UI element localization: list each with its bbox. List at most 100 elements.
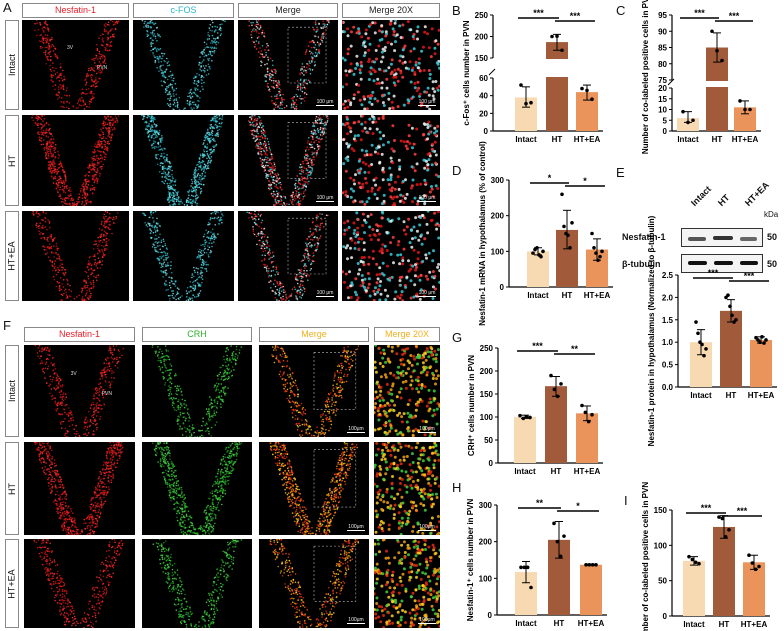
data-point (720, 516, 725, 521)
y-tick-label: 250 (475, 11, 489, 20)
x-tick-label: HT (551, 467, 562, 476)
significance-label: *** (737, 506, 748, 516)
x-tick-label: Intact (677, 135, 699, 144)
bar-Intact (683, 560, 705, 616)
column-header: Merge (238, 3, 338, 18)
micrograph: 100μm (259, 345, 369, 437)
chart-H: 0 100 200 300 Nesfatin-1⁺ cells number in PV… (466, 498, 607, 628)
x-tick-label: HT (726, 391, 737, 400)
scale-bar: 100 μm (418, 195, 436, 203)
bar-HT+EA (576, 413, 598, 463)
data-point (747, 553, 751, 558)
row-label: Intact (5, 345, 19, 437)
y-tick-label: 95 (658, 11, 667, 20)
data-point (566, 233, 570, 238)
data-point (592, 245, 596, 250)
data-point (756, 338, 760, 342)
x-tick-label: HT+EA (574, 135, 601, 144)
blot-label-nesfatin: Nesfatin-1 (622, 232, 666, 242)
y-tick-label: 20 (658, 84, 667, 93)
scale-bar: 100μm (347, 524, 365, 532)
scale-bar-label: 100 μm (418, 195, 436, 201)
row-label-text: HT+EA (7, 241, 18, 271)
data-point (586, 419, 591, 424)
chart-I: 0 50 100 150 Number of co-labeled positive c… (641, 482, 770, 631)
row-label: HT+EA (5, 539, 19, 628)
data-point (732, 320, 736, 324)
data-point (590, 562, 595, 567)
y-tick-label: 0 (488, 611, 493, 620)
lane-label: Intact (688, 183, 713, 208)
data-point (528, 415, 532, 420)
data-point (743, 107, 747, 112)
bar-Intact (690, 342, 712, 387)
data-point (710, 29, 714, 34)
y-tick-label: 150 (654, 506, 668, 515)
bar-HT+EA (576, 92, 598, 131)
scale-bar: 100 μm (316, 195, 334, 203)
micrograph: 3V PVN (24, 345, 135, 437)
data-point (687, 554, 691, 559)
significance-label: *** (533, 8, 544, 18)
data-point (590, 97, 594, 101)
data-point (584, 562, 588, 567)
row-label-text: Intact (7, 53, 18, 77)
data-point (555, 34, 559, 38)
data-point (559, 382, 563, 386)
data-point (562, 534, 566, 538)
y-tick-label: 0 (489, 459, 494, 468)
bar-HT+EA (586, 249, 608, 287)
data-point (587, 562, 592, 567)
data-point (724, 295, 728, 300)
data-point (555, 394, 560, 399)
y-tick-label: 90 (658, 27, 667, 36)
data-point (726, 293, 730, 297)
blot-label-tubulin: β-tubulin (622, 259, 661, 269)
micrograph (22, 115, 129, 206)
data-point (533, 247, 537, 252)
data-point (698, 340, 702, 345)
data-point (524, 101, 528, 106)
data-point (757, 564, 761, 569)
scale-bar: 100 μm (418, 290, 436, 298)
y-tick-label: 40 (479, 92, 488, 101)
chart-G: 0 50 100 150 200 250 CRH⁺ cells number in PVN I… (467, 341, 603, 476)
data-point (730, 313, 734, 318)
bar-HT (720, 310, 742, 387)
x-tick-label: HT+EA (584, 291, 611, 300)
scale-bar-label: 100 μm (418, 99, 436, 105)
y-tick-label: 1.0 (662, 338, 674, 347)
data-point (723, 535, 728, 539)
y-tick-label: 200 (479, 538, 493, 547)
data-point (580, 403, 584, 408)
column-header: Nesfatin-1 (22, 3, 129, 18)
x-tick-label: Intact (690, 391, 712, 400)
data-point (717, 515, 721, 519)
data-point (580, 86, 584, 91)
panel-letter-d: D (452, 163, 462, 178)
micrograph (24, 442, 135, 535)
data-point (529, 100, 533, 105)
row-label: HT (5, 442, 19, 535)
data-point (531, 251, 535, 255)
data-point (764, 338, 768, 342)
x-tick-label: HT+EA (748, 391, 775, 400)
data-point (535, 245, 539, 250)
y-tick-label: 85 (658, 44, 667, 53)
y-axis-label: c-Fos⁺ cells number in PVN (462, 20, 471, 125)
scale-bar-label: 100μm (419, 617, 435, 623)
data-point (522, 565, 527, 570)
scale-bar-label: 100 μm (316, 99, 334, 105)
bar-Intact (515, 572, 537, 615)
y-tick-label: 2.0 (662, 293, 674, 302)
scale-bar: 100μm (347, 617, 365, 625)
y-tick-label: 100 (654, 541, 668, 550)
significance-label: ** (571, 344, 579, 354)
row-label: HT+EA (5, 211, 19, 301)
micrograph (142, 345, 252, 437)
micrograph (24, 539, 135, 628)
data-point (750, 561, 755, 565)
x-tick-label: Intact (515, 619, 537, 628)
y-tick-label: 75 (658, 76, 667, 85)
row-label-text: HT (7, 154, 17, 167)
